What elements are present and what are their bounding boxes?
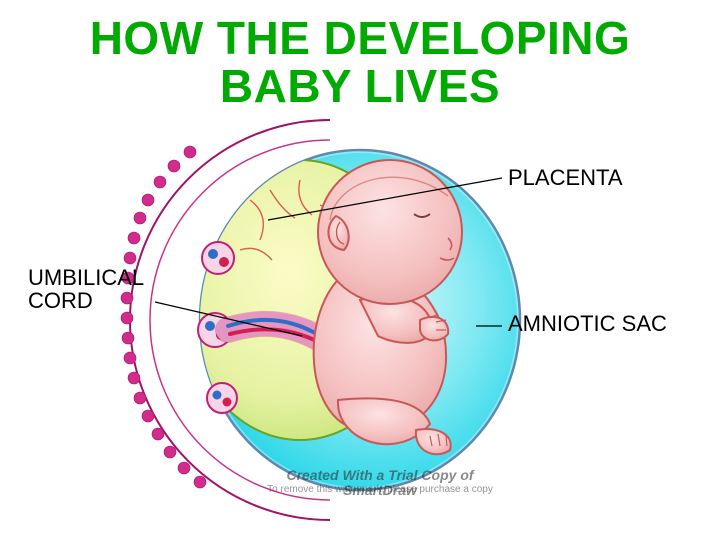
page-title: HOW THE DEVELOPING BABY LIVES: [0, 14, 720, 111]
watermark-line2: To remove this watermark, please purchas…: [250, 484, 510, 495]
label-umbilical: UMBILICAL CORD: [28, 266, 144, 312]
label-placenta: PLACENTA: [508, 166, 623, 189]
label-amniotic: AMNIOTIC SAC: [508, 312, 667, 335]
